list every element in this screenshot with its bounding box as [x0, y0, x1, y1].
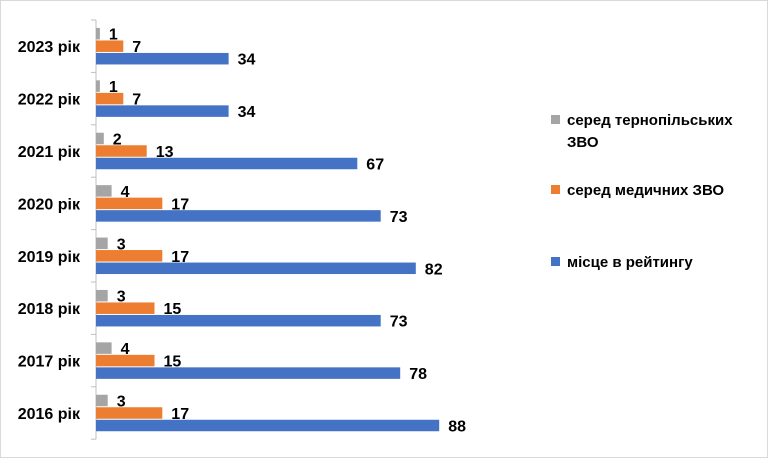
bar — [96, 40, 124, 52]
bar — [96, 394, 108, 407]
bar — [96, 197, 163, 210]
category-label: 2017 рік — [18, 354, 81, 371]
bar — [96, 237, 108, 250]
legend-swatch — [551, 185, 560, 194]
data-label: 15 — [164, 301, 182, 318]
bar — [96, 302, 155, 314]
data-label: 3 — [117, 289, 126, 306]
data-label: 3 — [117, 394, 126, 411]
bar — [96, 342, 112, 354]
bar — [96, 80, 100, 92]
data-label: 15 — [164, 354, 182, 371]
data-label: 17 — [171, 406, 189, 423]
data-label: 3 — [117, 236, 126, 253]
category-label: 2019 рік — [18, 249, 81, 266]
data-label: 17 — [171, 196, 189, 213]
bar — [96, 407, 163, 419]
bar — [96, 105, 229, 117]
data-label: 1 — [109, 27, 118, 44]
data-label: 17 — [171, 249, 189, 266]
bar — [96, 132, 104, 145]
bar — [96, 185, 112, 197]
category-label: 2016 рік — [18, 406, 81, 423]
data-label: 2 — [113, 132, 122, 149]
data-label: 7 — [132, 92, 141, 109]
legend-swatch — [551, 115, 560, 124]
data-label: 67 — [366, 157, 384, 174]
bar — [96, 250, 163, 262]
bar — [96, 289, 108, 302]
bar — [96, 145, 147, 157]
data-label: 7 — [132, 39, 141, 56]
category-label: 2022 рік — [18, 92, 81, 109]
bar — [96, 419, 440, 432]
data-label: 82 — [425, 261, 443, 278]
bar — [96, 210, 381, 222]
category-label: 2021 рік — [18, 144, 81, 161]
category-label: 2020 рік — [18, 196, 81, 213]
data-label: 4 — [121, 184, 130, 201]
data-label: 73 — [390, 209, 408, 226]
bar — [96, 27, 100, 40]
data-label: 78 — [409, 366, 427, 383]
legend-label: серед медичних ЗВО — [567, 182, 724, 199]
bar — [96, 314, 381, 327]
data-label: 13 — [156, 144, 174, 161]
category-label: 2023 рік — [18, 39, 81, 56]
data-label: 73 — [390, 314, 408, 331]
bar — [96, 92, 124, 105]
bar — [96, 354, 155, 367]
data-label: 34 — [238, 52, 256, 69]
category-label: 2018 рік — [18, 301, 81, 318]
legend-swatch — [551, 257, 560, 266]
bar — [96, 367, 401, 379]
data-label: 34 — [238, 104, 256, 121]
legend-label: місце в рейтингу — [567, 254, 693, 271]
legend-label: серед тернопільських ЗВО — [567, 112, 733, 151]
data-label: 4 — [121, 341, 130, 358]
bar — [96, 262, 416, 275]
bar — [96, 157, 358, 170]
data-label: 88 — [448, 419, 466, 436]
data-label: 1 — [109, 79, 118, 96]
bar — [96, 52, 229, 65]
